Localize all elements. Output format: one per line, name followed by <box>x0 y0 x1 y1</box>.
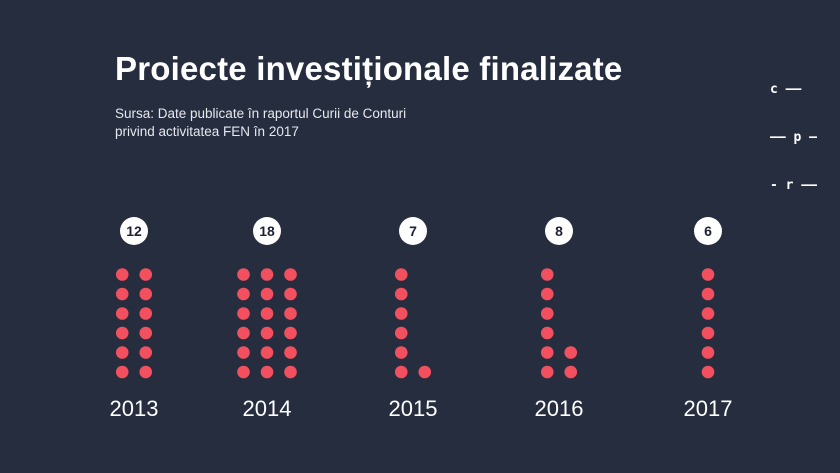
source-line-2: privind activitatea FEN în 2017 <box>115 124 299 139</box>
dot-2015-1 <box>394 365 408 379</box>
value-badge-2016 <box>545 217 573 245</box>
dot-2013-4 <box>115 307 129 320</box>
dot-2016-1 <box>540 365 554 379</box>
year-label-2017: 2017 <box>684 396 733 421</box>
year-label-2013: 2013 <box>110 396 159 421</box>
dot-2014-1 <box>237 365 250 379</box>
dot-2017-6 <box>701 268 715 281</box>
dot-2014-6 <box>237 268 250 281</box>
dot-2015-7 <box>418 365 432 379</box>
year-label-2016: 2016 <box>535 396 584 421</box>
dot-2015-2 <box>394 346 408 359</box>
dot-2013-11 <box>139 287 153 301</box>
logo-line-1: c —— <box>770 82 802 97</box>
value-label-2015: 7 <box>409 223 417 239</box>
dot-2017-5 <box>701 287 715 301</box>
dot-2013-10 <box>139 307 153 320</box>
dot-2014-14 <box>284 346 297 359</box>
dot-2017-2 <box>701 346 715 359</box>
dot-2016-3 <box>540 326 554 340</box>
dot-2013-3 <box>115 326 129 340</box>
dot-2013-9 <box>139 326 153 340</box>
dot-2014-16 <box>284 307 297 320</box>
dot-2013-12 <box>139 268 153 281</box>
dot-2016-8 <box>564 346 578 359</box>
dot-2016-6 <box>540 268 554 281</box>
dot-2015-6 <box>394 268 408 281</box>
dot-2013-6 <box>115 268 129 281</box>
dot-2017-1 <box>701 365 715 379</box>
dot-2014-2 <box>237 346 250 359</box>
dot-2014-18 <box>284 268 297 281</box>
dot-2016-2 <box>540 346 554 359</box>
dot-2013-1 <box>115 365 129 379</box>
dot-2014-8 <box>260 346 274 359</box>
value-label-2017: 6 <box>704 223 712 239</box>
dot-2016-4 <box>540 307 554 320</box>
dot-2014-3 <box>237 326 250 340</box>
cpr-logo: c —— —— p — - r —— <box>770 50 817 210</box>
dot-2014-9 <box>260 326 274 340</box>
dot-2017-4 <box>701 307 715 320</box>
dot-2013-7 <box>139 365 153 379</box>
dot-2014-10 <box>260 307 274 320</box>
dot-2015-5 <box>394 287 408 301</box>
value-badge-2014 <box>253 217 281 245</box>
value-badge-2017 <box>694 217 722 245</box>
year-label-2014: 2014 <box>243 396 292 421</box>
dot-2014-12 <box>260 268 274 281</box>
logo-line-2: —— p — <box>770 130 817 145</box>
value-label-2013: 12 <box>126 223 142 239</box>
dot-2015-3 <box>394 326 408 340</box>
value-badge-2015 <box>399 217 427 245</box>
dot-2014-7 <box>260 365 274 379</box>
dot-2013-8 <box>139 346 153 359</box>
dot-2014-13 <box>284 365 297 379</box>
dot-2017-3 <box>701 326 715 340</box>
value-badge-2013 <box>120 217 148 245</box>
dot-2016-5 <box>540 287 554 301</box>
year-label-2015: 2015 <box>389 396 438 421</box>
logo-line-3: - r —— <box>770 178 817 193</box>
chart-title: Proiecte investiționale finalizate <box>115 50 623 87</box>
dot-2014-4 <box>237 307 250 320</box>
dot-2013-5 <box>115 287 129 301</box>
value-label-2014: 18 <box>259 223 275 239</box>
dot-2014-5 <box>237 287 250 301</box>
dot-2013-2 <box>115 346 129 359</box>
dot-2014-15 <box>284 326 297 340</box>
dot-2016-7 <box>564 365 578 379</box>
dot-2014-17 <box>284 287 297 301</box>
source-line-1: Sursa: Date publicate în raportul Curii … <box>115 106 407 121</box>
value-label-2016: 8 <box>555 223 563 239</box>
source-note: Sursa: Date publicate în raportul Curii … <box>115 105 445 141</box>
dot-2014-11 <box>260 287 274 301</box>
dot-2015-4 <box>394 307 408 320</box>
